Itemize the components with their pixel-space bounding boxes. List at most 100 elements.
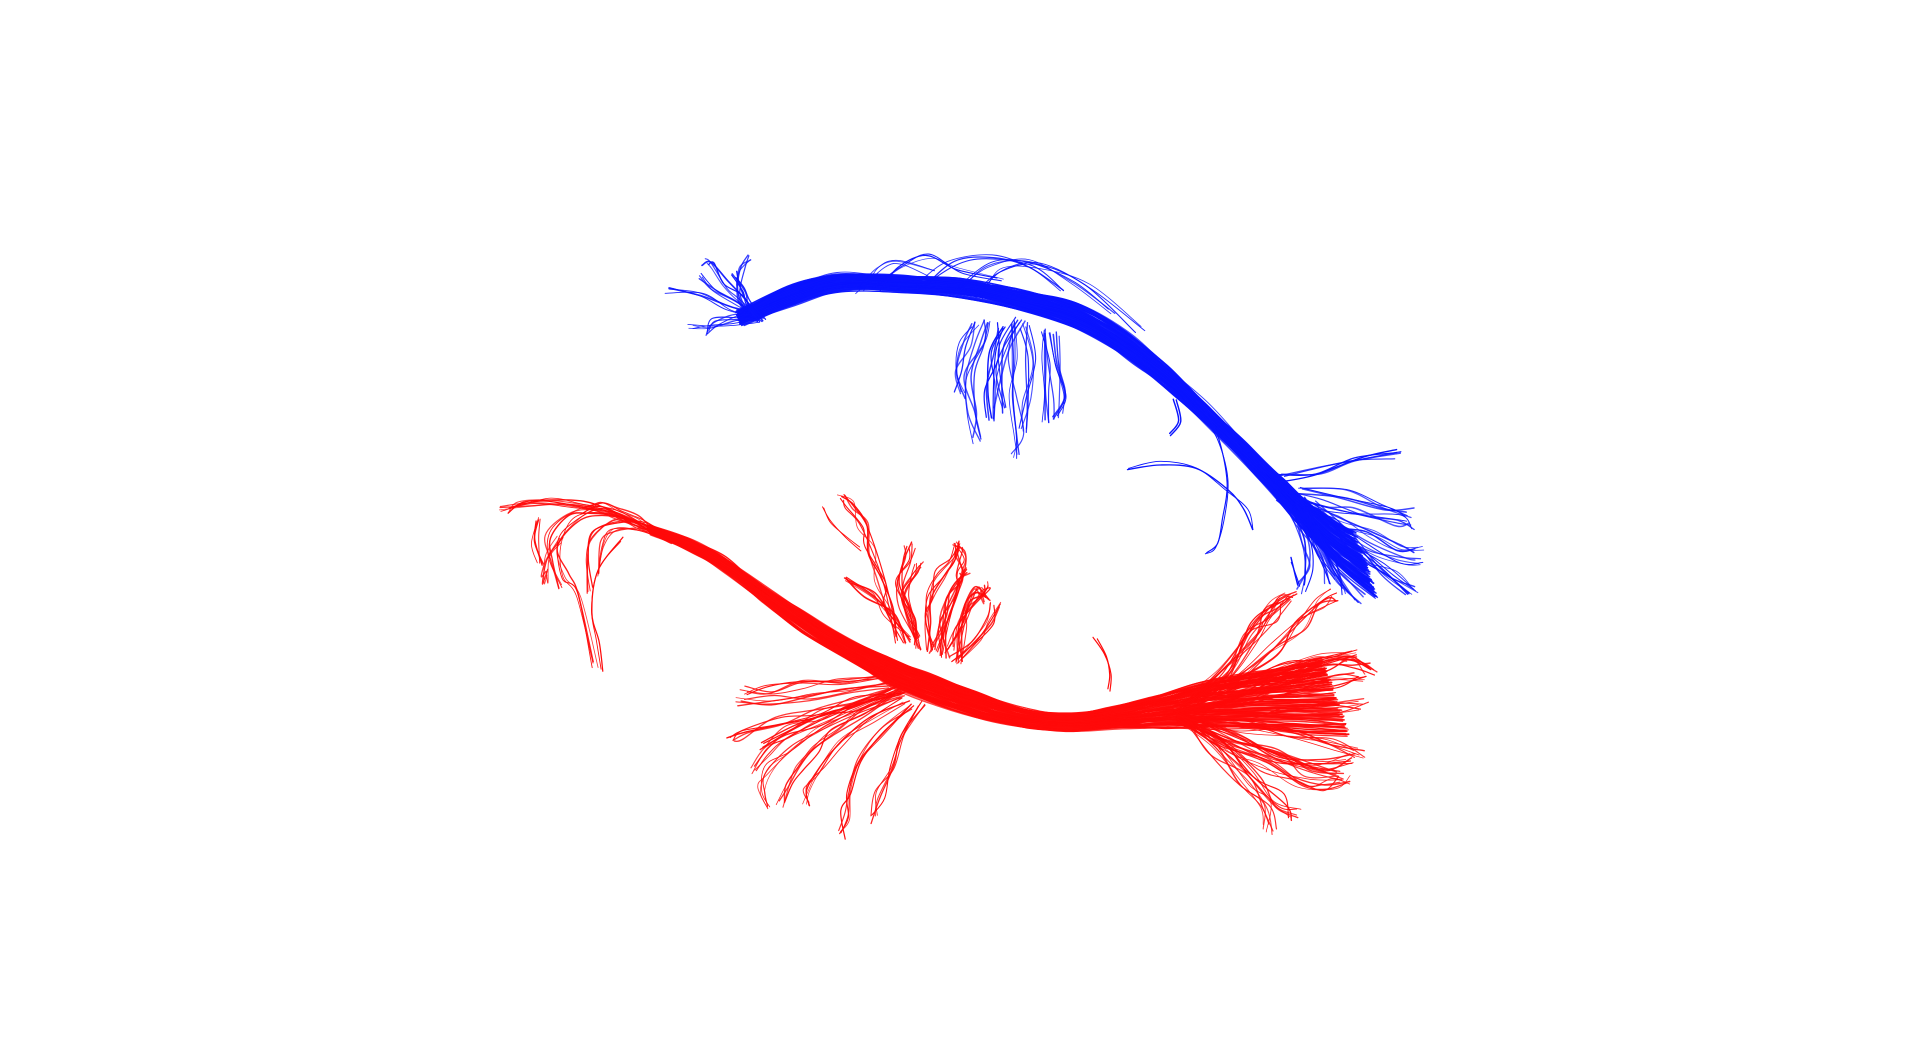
blue-fiber (740, 280, 1364, 566)
blue-fiber-hang (965, 319, 985, 442)
blue-fiber-stray (1128, 460, 1254, 531)
red-fiber-fan (1175, 714, 1353, 772)
red-fiber-spike (951, 603, 1001, 663)
red-fiber-spike (836, 494, 906, 645)
blue-fiber (736, 278, 1364, 559)
red-fiber-spike (895, 545, 918, 641)
red-fiber-hook (545, 542, 562, 584)
blue-fiber-fan (1256, 470, 1353, 532)
red-fiber-stray (1092, 636, 1112, 692)
blue-fiber-hang (953, 321, 976, 393)
blue-fiber-hang (1007, 322, 1025, 455)
red-fiber-stray (822, 506, 862, 552)
blue-fiber (741, 281, 1369, 569)
blue-fiber (737, 281, 1365, 566)
blue-fiber (738, 284, 1370, 582)
red-fiber-stray (591, 541, 622, 670)
blue-fiber (738, 275, 1359, 544)
blue-fiber-fan (1304, 497, 1364, 598)
red-fiber-fan (1174, 710, 1340, 792)
blue-fiber-hang (1021, 323, 1034, 432)
blue-fiber-fan (1265, 470, 1346, 536)
red-fiber-fan (1179, 717, 1343, 781)
red-fiber-hook (582, 502, 663, 533)
red-fiber-spike (926, 547, 960, 653)
blue-fiber-hang (1041, 329, 1045, 423)
blue-fiber (740, 278, 1367, 563)
blue-fiber-stray (1169, 399, 1182, 437)
red-fiber-hook (530, 517, 540, 564)
red-fiber-lower (802, 701, 904, 805)
blue-fiber-hang (1008, 320, 1018, 455)
red-fiber-fan (1173, 710, 1354, 771)
blue-fiber-tip (701, 276, 758, 318)
red-fiber-lower (806, 697, 903, 805)
blue-fiber-hang (1049, 332, 1067, 417)
blue-fiber-hang (1011, 321, 1018, 459)
red-fiber-fan (1175, 721, 1351, 788)
red-fiber-fan (1184, 716, 1365, 752)
red-fiber-fan (1180, 599, 1280, 711)
blue-fiber-hang (970, 321, 989, 439)
red-fiber-spike (949, 602, 991, 658)
red-fiber-fan (1175, 717, 1272, 833)
blue-fiber-hang (1010, 323, 1020, 456)
red-fiber-lower (784, 689, 900, 803)
blue-fiber (740, 284, 1372, 581)
red-fiber-spike (897, 547, 920, 638)
red-fiber-stray (591, 536, 624, 672)
red-fiber (647, 526, 1326, 720)
blue-fiber-tip (706, 314, 757, 335)
red-fiber-lower (737, 682, 896, 707)
blue-fiber-tip (731, 274, 761, 323)
blue-fiber (738, 282, 1367, 572)
blue-fiber-hang (983, 322, 1000, 419)
blue-fiber (742, 285, 1373, 588)
blue-fiber (737, 281, 1366, 571)
blue-fiber (739, 281, 1371, 575)
blue-fiber-hang (963, 319, 987, 438)
blue-fiber (737, 281, 1367, 570)
red-fiber-fan (1176, 708, 1278, 830)
blue-fiber (742, 283, 1370, 583)
red-fiber-spike (894, 547, 917, 642)
blue-fiber (741, 283, 1371, 583)
blue-fiber-fan (1278, 448, 1398, 483)
red-fiber-spike (903, 566, 922, 649)
blue-fiber (738, 282, 1367, 571)
red-fiber-bundle (498, 494, 1378, 840)
blue-fiber-hang (993, 320, 1026, 409)
red-fiber-stray (823, 507, 861, 548)
red-fiber-spike (937, 546, 964, 653)
blue-fiber (741, 284, 1375, 589)
red-fiber-lower (729, 693, 903, 739)
red-fiber-lower (805, 700, 911, 807)
red-fiber-lower (740, 685, 895, 706)
blue-fiber (741, 285, 1371, 583)
blue-fiber (739, 278, 1364, 562)
blue-fiber (739, 285, 1371, 586)
blue-fiber (740, 280, 1368, 566)
red-fiber-spike (940, 541, 967, 648)
blue-fiber (741, 283, 1370, 584)
blue-fiber (738, 278, 1363, 554)
blue-fiber (739, 287, 1376, 598)
red-fiber-hook (544, 508, 659, 590)
blue-fiber (736, 280, 1366, 562)
blue-fiber-top (919, 258, 1065, 292)
blue-fiber-fan (1280, 452, 1402, 476)
red-fiber-fan (1176, 710, 1351, 791)
blue-fiber (741, 286, 1374, 585)
blue-fiber (739, 290, 1377, 597)
red-fiber-hook (533, 520, 543, 566)
blue-fiber (737, 280, 1367, 563)
red-fiber-fan (1186, 676, 1366, 709)
blue-fiber (740, 279, 1364, 565)
blue-fiber-stray (1126, 464, 1254, 531)
blue-fiber-hang (955, 326, 973, 393)
red-fiber-lower (874, 703, 921, 816)
red-fiber-hook (597, 527, 672, 574)
red-fiber-fan (1175, 718, 1366, 758)
